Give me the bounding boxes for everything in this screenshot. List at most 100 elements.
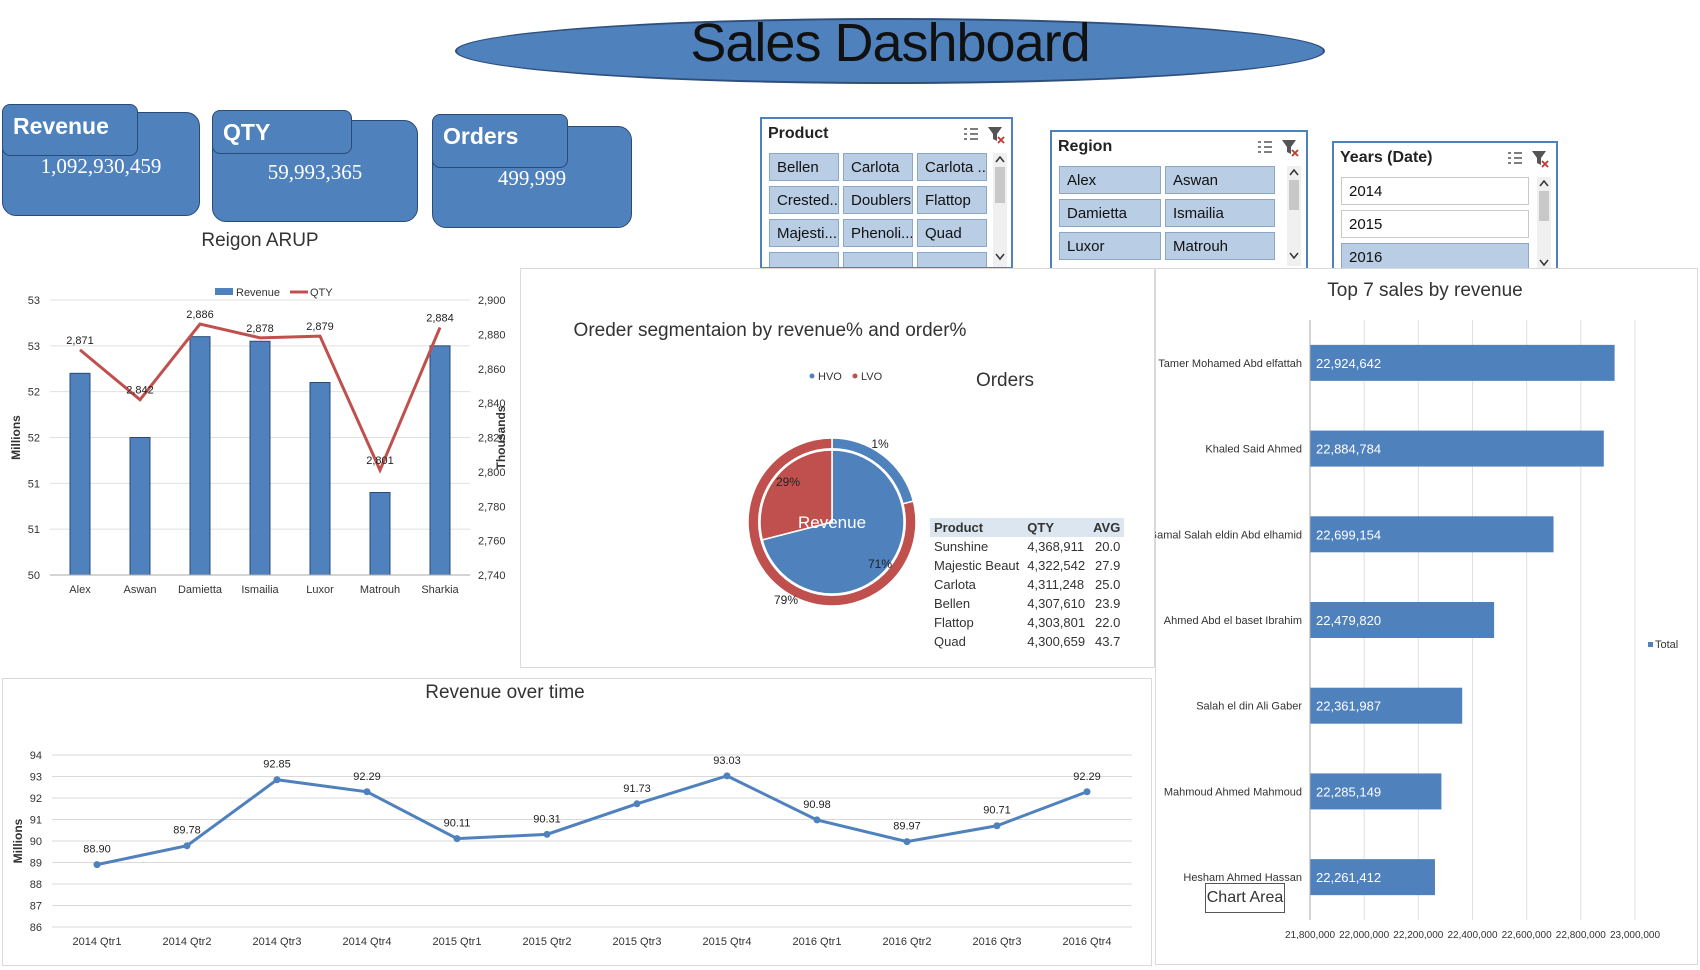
slicer-region-item[interactable]: Ismailia	[1165, 199, 1275, 227]
qty-data-label: 2,801	[366, 455, 394, 467]
multi-select-icon[interactable]	[962, 125, 980, 143]
chevron-down-icon[interactable]	[995, 253, 1005, 261]
slicer-region-item[interactable]: Damietta	[1059, 199, 1161, 227]
slicer-product-item[interactable]: Phenoli...	[843, 219, 913, 247]
revenue-data-label: 90.31	[533, 813, 561, 825]
chevron-up-icon[interactable]	[1539, 179, 1549, 187]
region-chart[interactable]: Revenue QTY 50 51 51 52 52 53 53 2,740 2,760 2,780 2…	[0, 280, 520, 670]
qty-data-label: 2,871	[66, 335, 94, 347]
pivot-table-container: Product QTY AVG Sunshine 4,368,911 20.0 Majest…	[930, 518, 1130, 651]
y-tick-label: 93	[30, 772, 42, 784]
pivot-cell: 27.9	[1095, 558, 1121, 573]
pivot-header-cell[interactable]: Product	[934, 520, 984, 535]
y-tick-label: 88	[30, 879, 42, 891]
revenue-point	[903, 838, 911, 846]
bar-value-label: 22,361,987	[1316, 699, 1381, 714]
scroll-thumb[interactable]	[1289, 180, 1299, 210]
sales-bar	[1310, 859, 1435, 896]
slicer-product-item[interactable]: Doublers	[843, 186, 913, 214]
slicer-region-scrollbar[interactable]	[1287, 166, 1301, 266]
sales-bar	[1310, 773, 1442, 810]
pivot-cell: 22.0	[1095, 615, 1121, 630]
kpi-value-qty: 59,993,365	[267, 160, 363, 184]
revenue-point	[993, 822, 1001, 830]
x-tick-label: 2014 Qtr1	[73, 936, 122, 948]
kpi-label-qty: QTY	[212, 110, 352, 154]
revenue-bar	[129, 437, 151, 576]
x-tick-label: Alex	[69, 584, 91, 596]
multi-select-icon[interactable]	[1506, 149, 1524, 167]
pie-data-label: 71%	[868, 557, 892, 571]
slicer-region-item[interactable]: Alex	[1059, 166, 1161, 194]
pivot-header-cell[interactable]: AVG	[1093, 520, 1121, 535]
slicer-years-item-selected[interactable]: 2016	[1341, 243, 1529, 271]
revenue-time-chart[interactable]: 86 87 88 89 90 91 92 93 94 Millions 88.90 2014 Qtr1…	[2, 705, 1152, 965]
slicer-region-item[interactable]: Matrouh	[1165, 232, 1275, 260]
y2-tick-label: 2,820	[478, 433, 506, 445]
slicer-product-item[interactable]: Flattop	[917, 186, 987, 214]
slicer-product[interactable]: Product Bellen Carlota Carlota ... Crest…	[760, 117, 1013, 269]
slicer-region-item[interactable]: Aswan	[1165, 166, 1275, 194]
chevron-down-icon[interactable]	[1539, 259, 1549, 267]
slicer-region[interactable]: Region Alex Aswan Damietta Ismailia Luxo…	[1050, 130, 1308, 270]
y-tick-label: 50	[28, 570, 40, 582]
revenue-point	[723, 772, 731, 780]
y2-tick-label: 2,800	[478, 467, 506, 479]
revenue-data-label: 92.85	[263, 759, 291, 771]
pivot-header-cell[interactable]: QTY	[1027, 520, 1054, 535]
slicer-years-item[interactable]: 2015	[1341, 210, 1529, 238]
multi-select-icon[interactable]	[1256, 138, 1274, 156]
pivot-table[interactable]: Product QTY AVG Sunshine 4,368,911 20.0 Majest…	[930, 518, 1125, 651]
slicer-region-item[interactable]: Luxor	[1059, 232, 1161, 260]
slicer-product-item[interactable]	[917, 252, 987, 267]
pie-center-label: Revenue	[798, 513, 866, 532]
x-tick-label: 22,600,000	[1502, 930, 1552, 941]
revenue-bar	[69, 372, 91, 576]
pie-data-label: 1%	[871, 437, 889, 451]
y-tick-label: 89	[30, 858, 42, 870]
slicer-product-item[interactable]: Quad	[917, 219, 987, 247]
y-tick-label: 51	[28, 524, 40, 536]
revenue-data-label: 90.98	[803, 799, 831, 811]
clear-filter-icon[interactable]	[986, 125, 1006, 145]
clear-filter-icon[interactable]	[1280, 138, 1300, 158]
x-tick-label: 23,000,000	[1610, 930, 1660, 941]
x-tick-label: 2016 Qtr1	[793, 936, 842, 948]
legend-lvo-label: LVO	[861, 371, 883, 383]
title-banner	[455, 18, 1325, 84]
slicer-product-item[interactable]: Bellen	[769, 153, 839, 181]
pivot-cell: Bellen	[934, 596, 971, 611]
chevron-down-icon[interactable]	[1289, 252, 1299, 260]
slicer-years[interactable]: Years (Date) 2014 2015 2016	[1332, 141, 1558, 273]
clear-filter-icon[interactable]	[1530, 149, 1550, 169]
region-chart-title: Reigon ARUP	[201, 230, 319, 251]
scroll-thumb[interactable]	[995, 167, 1005, 203]
table-row: Flattop 4,303,801 22.0	[930, 613, 1124, 632]
slicer-product-item[interactable]	[769, 252, 839, 267]
x-tick-label: 2015 Qtr4	[703, 936, 752, 948]
slicer-product-item[interactable]	[843, 252, 913, 267]
pivot-cell: 4,368,911	[1027, 539, 1085, 554]
scroll-thumb[interactable]	[1539, 191, 1549, 221]
slicer-product-item[interactable]: Carlota ...	[917, 153, 987, 181]
slicer-product-title: Product	[768, 125, 829, 142]
y-tick-label: 52	[28, 433, 40, 445]
slicer-years-scrollbar[interactable]	[1537, 177, 1551, 271]
slicer-region-title: Region	[1058, 138, 1113, 155]
slicer-product-item[interactable]: Crested...	[769, 186, 839, 214]
slicer-product-scrollbar[interactable]	[993, 153, 1007, 267]
top-sales-chart[interactable]: 21,800,000 22,000,000 22,200,000 22,400,000…	[1155, 300, 1698, 965]
chevron-up-icon[interactable]	[995, 155, 1005, 163]
y-tick-label: 52	[28, 387, 40, 399]
bar-value-label: 22,261,412	[1316, 870, 1381, 885]
slicer-product-item[interactable]: Majesti...	[769, 219, 839, 247]
y-axis-title: Millions	[9, 415, 23, 460]
slicer-years-item[interactable]: 2014	[1341, 177, 1529, 205]
chevron-up-icon[interactable]	[1289, 168, 1299, 176]
revenue-bar	[369, 492, 391, 576]
segmentation-pie-chart[interactable]: HVO LVO Revenue 71% 29% 79% 1%	[740, 360, 940, 640]
slicer-product-item[interactable]: Carlota	[843, 153, 913, 181]
y2-tick-label: 2,900	[478, 295, 506, 307]
sales-bar	[1310, 687, 1463, 724]
x-tick-label: 2014 Qtr4	[343, 936, 392, 948]
